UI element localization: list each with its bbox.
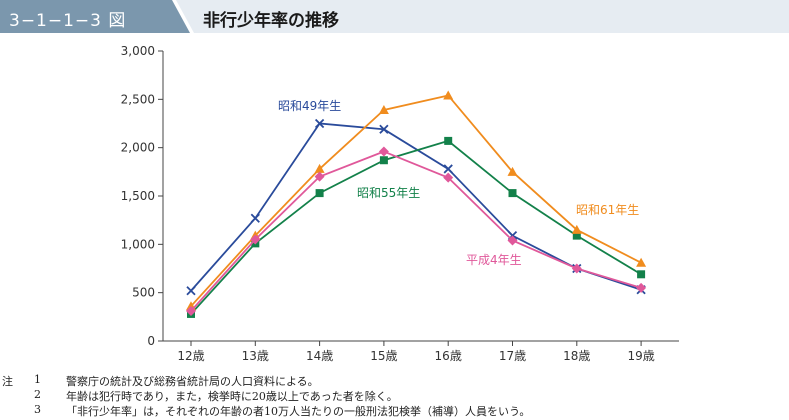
note-head: 注 — [2, 375, 13, 388]
data-point-H4 — [250, 234, 261, 245]
series-label-S55: 昭和55年生 — [357, 186, 420, 200]
data-point-S55 — [444, 136, 453, 145]
data-point-S55 — [572, 231, 581, 240]
x-tick-label: 13歳 — [242, 349, 269, 363]
data-point-H4 — [507, 235, 518, 246]
note-number: 3 — [34, 403, 41, 416]
note-text: 警察庁の統計及び総務省統計局の人口資料による。 — [66, 375, 319, 388]
title-bar — [176, 0, 789, 33]
x-tick-label: 12歳 — [177, 349, 204, 363]
data-point-S49 — [443, 164, 453, 174]
y-tick-label: 2,000 — [121, 141, 155, 155]
data-point-S49 — [314, 118, 325, 129]
y-tick-label: 2,500 — [121, 92, 155, 106]
data-point-H4 — [186, 306, 196, 317]
x-tick-label: 17歳 — [499, 349, 526, 363]
series-label-H4: 平成4年生 — [466, 253, 522, 267]
data-point-S55 — [379, 156, 388, 165]
data-point-S61 — [443, 90, 454, 100]
data-point-S55 — [315, 189, 324, 198]
data-point-H4 — [314, 171, 325, 182]
figure-number-tab — [0, 0, 190, 33]
data-point-S61 — [314, 163, 325, 173]
series-line-S55 — [190, 139, 642, 315]
data-point-H4 — [443, 172, 454, 183]
data-point-S55 — [508, 189, 517, 198]
data-point-S49 — [250, 213, 260, 223]
data-point-S49 — [379, 124, 389, 134]
data-point-H4 — [571, 263, 582, 274]
figure-number: 3−1−1−3 図 — [9, 11, 127, 31]
x-tick-label: 16歳 — [435, 349, 462, 363]
x-tick-label: 19歳 — [627, 349, 654, 363]
y-tick-label: 1,500 — [121, 189, 155, 203]
note-number: 2 — [34, 388, 41, 401]
data-point-S55 — [637, 270, 646, 279]
series-line-S61 — [190, 94, 642, 307]
data-point-S61 — [636, 257, 647, 267]
data-point-S61 — [571, 224, 582, 234]
figure-header: 3−1−1−3 図 非行少年率の推移 — [0, 0, 789, 33]
y-tick-label: 3,000 — [121, 44, 155, 58]
data-point-H4 — [636, 282, 647, 293]
x-tick-label: 18歳 — [563, 349, 590, 363]
series-line-H4 — [190, 150, 642, 312]
x-tick-label: 14歳 — [306, 349, 333, 363]
line-chart: 0 500 1,000 1,500 2,000 2,500 3,000 12歳 13歳 14歳 15… — [121, 44, 679, 363]
data-point-S61 — [378, 104, 389, 114]
data-point-S49 — [186, 286, 196, 296]
series-label-S49: 昭和49年生 — [278, 99, 341, 113]
y-tick-label: 1,000 — [121, 237, 155, 251]
note-text: 年齢は犯行時であり，また，検挙時に20歳以上であった者を除く。 — [66, 390, 398, 403]
y-tick-label: 0 — [147, 334, 155, 348]
x-tick-label: 15歳 — [370, 349, 397, 363]
series-label-S61: 昭和61年生 — [576, 203, 639, 217]
note-text: 「非行少年率」は，それぞれの年齢の者10万人当たりの一般刑法犯検挙（補導）人員を… — [66, 405, 531, 418]
chart-title: 非行少年率の推移 — [203, 11, 339, 31]
y-tick-label: 500 — [132, 286, 155, 300]
note-number: 1 — [34, 373, 41, 386]
data-point-S61 — [507, 166, 518, 176]
data-point-H4 — [378, 146, 389, 157]
